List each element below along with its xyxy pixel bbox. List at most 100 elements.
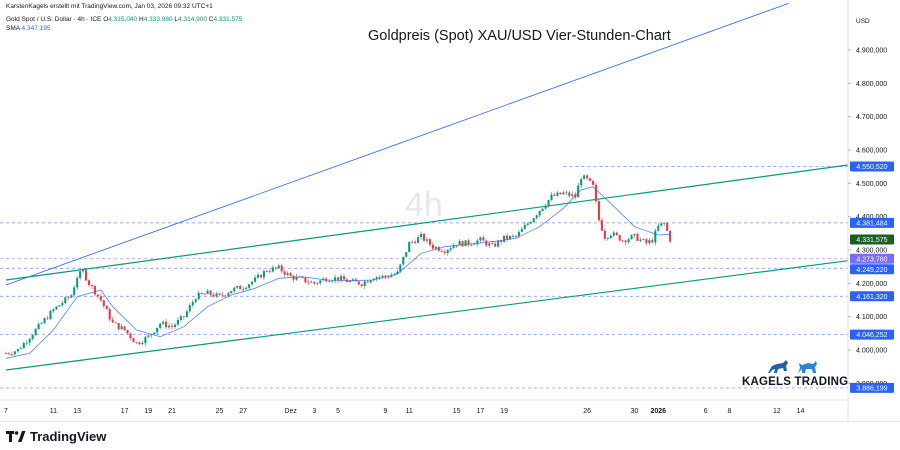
candle-body[interactable] [7,353,11,355]
candle-body[interactable] [589,178,592,181]
candle-body[interactable] [428,239,432,245]
candle-body[interactable] [310,281,313,283]
candle-body[interactable] [648,240,651,244]
candle-body[interactable] [316,283,319,285]
candle-body[interactable] [609,235,612,238]
candle-body[interactable] [331,280,334,282]
candle-body[interactable] [621,240,624,242]
candle-body[interactable] [102,300,105,307]
candle-body[interactable] [366,281,369,283]
candle-body[interactable] [206,290,209,295]
candle-body[interactable] [46,318,49,320]
candle-body[interactable] [49,311,52,320]
candle-body[interactable] [156,327,159,333]
candle-body[interactable] [251,281,254,285]
candle-body[interactable] [517,231,520,237]
symbol-legend[interactable]: Gold Spot / U.S. Dollar · 4h · ICE O4.31… [6,16,242,23]
candle-body[interactable] [594,184,598,202]
trend-line-channel-middle[interactable] [5,164,848,281]
candle-body[interactable] [144,336,147,343]
candle-body[interactable] [375,277,378,279]
candle-body[interactable] [179,316,182,320]
candle-body[interactable] [414,241,417,243]
candle-body[interactable] [334,277,337,281]
trend-line-channel-upper[interactable] [5,2,789,286]
candle-body[interactable] [76,278,79,288]
candle-body[interactable] [360,284,363,286]
candle-body[interactable] [633,233,636,236]
candle-body[interactable] [405,252,408,257]
candle-body[interactable] [669,230,672,242]
candle-body[interactable] [577,185,580,198]
candle-body[interactable] [126,330,129,334]
candle-body[interactable] [319,280,322,284]
candle-body[interactable] [105,306,108,310]
candle-body[interactable] [354,279,357,282]
candle-body[interactable] [182,316,185,318]
candle-body[interactable] [87,280,91,286]
candle-body[interactable] [511,235,515,237]
candle-body[interactable] [147,335,150,337]
candle-body[interactable] [627,239,630,243]
candle-body[interactable] [591,180,595,185]
candle-body[interactable] [381,275,384,277]
candle-body[interactable] [19,348,22,350]
candle-body[interactable] [630,235,633,240]
candle-body[interactable] [488,243,491,246]
candle-body[interactable] [90,285,94,287]
candle-body[interactable] [452,245,455,249]
candle-body[interactable] [666,222,669,231]
candle-body[interactable] [568,192,571,196]
candle-body[interactable] [583,175,586,180]
candle-body[interactable] [292,276,295,280]
candle-body[interactable] [108,309,111,320]
candle-body[interactable] [188,305,191,312]
candle-body[interactable] [434,246,437,249]
candle-body[interactable] [170,325,174,327]
candle-body[interactable] [277,265,280,269]
candle-body[interactable] [636,233,639,241]
candle-body[interactable] [271,267,274,272]
candle-body[interactable] [286,273,289,275]
candle-body[interactable] [138,342,141,345]
candle-body[interactable] [22,342,25,349]
candle-body[interactable] [520,228,523,232]
candle-body[interactable] [642,239,645,240]
candle-body[interactable] [256,274,260,278]
candle-body[interactable] [117,323,120,330]
candle-body[interactable] [535,215,538,219]
candle-body[interactable] [129,333,132,339]
candle-body[interactable] [351,279,354,281]
candle-body[interactable] [28,338,31,343]
candle-body[interactable] [390,275,393,278]
candle-body[interactable] [227,293,230,296]
candle-body[interactable] [159,323,162,328]
candle-body[interactable] [120,326,123,330]
candle-body[interactable] [203,293,206,295]
candle-body[interactable] [123,326,126,331]
candle-body[interactable] [304,277,307,283]
candle-body[interactable] [455,245,458,247]
candle-body[interactable] [597,201,600,221]
candle-body[interactable] [173,324,177,327]
candle-body[interactable] [449,248,452,250]
candle-body[interactable] [342,276,346,280]
candle-body[interactable] [165,321,168,328]
candle-body[interactable] [357,281,360,285]
candle-body[interactable] [639,239,642,241]
candle-body[interactable] [663,222,666,224]
candle-body[interactable] [556,192,559,196]
candle-body[interactable] [245,287,248,289]
candle-body[interactable] [301,276,304,278]
candle-body[interactable] [40,323,43,324]
candle-body[interactable] [37,323,40,329]
candle-body[interactable] [31,335,34,339]
candle-body[interactable] [242,288,245,290]
sma-line[interactable] [5,186,671,359]
candle-body[interactable] [215,293,218,297]
candle-body[interactable] [185,311,188,318]
candle-body[interactable] [55,306,58,310]
candle-body[interactable] [565,192,568,194]
candle-body[interactable] [508,235,512,240]
candle-body[interactable] [168,325,171,328]
